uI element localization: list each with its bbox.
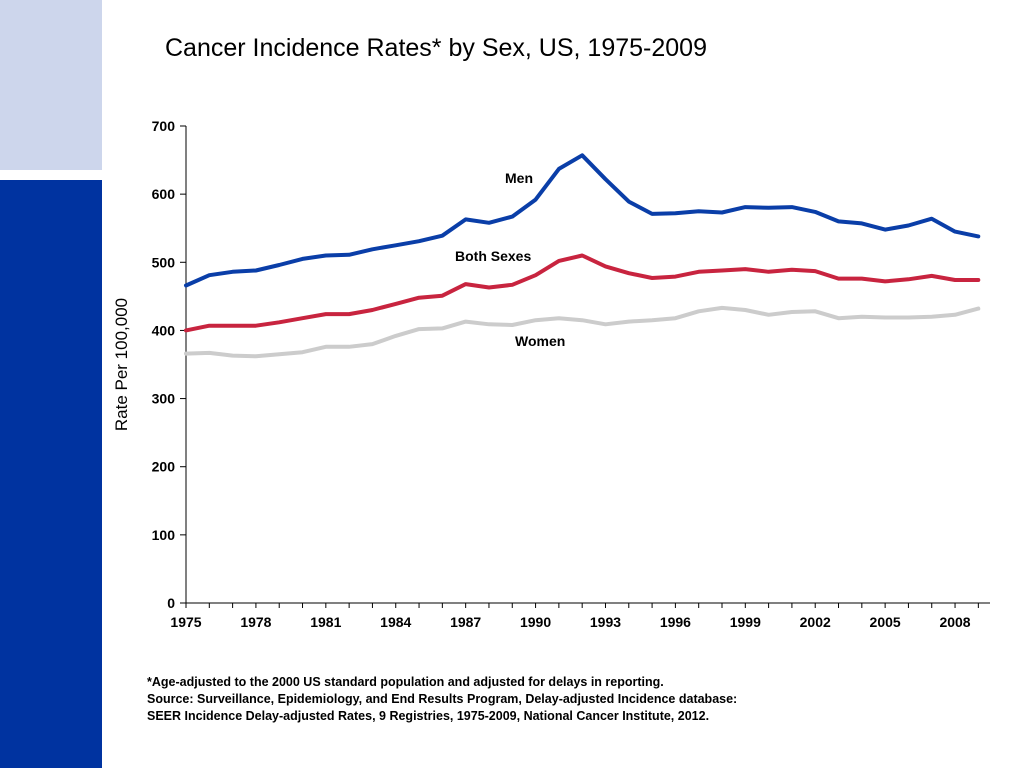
x-tick-label: 1993	[590, 614, 621, 630]
series-line-women	[184, 305, 981, 359]
x-tick-label: 1996	[660, 614, 691, 630]
series-label: Men	[505, 170, 533, 186]
y-tick-label: 300	[152, 391, 176, 407]
source-line: Source: Surveillance, Epidemiology, and …	[147, 692, 738, 706]
y-tick-label: 700	[152, 118, 176, 134]
x-tick-label: 2002	[800, 614, 831, 630]
x-tick-label: 2005	[870, 614, 901, 630]
x-tick-label: 1990	[520, 614, 551, 630]
y-tick-label: 400	[152, 322, 176, 338]
x-tick-label: 1978	[240, 614, 271, 630]
x-tick-label: 1999	[730, 614, 761, 630]
chart-title: Cancer Incidence Rates* by Sex, US, 1975…	[165, 34, 707, 62]
footnote-line: *Age-adjusted to the 2000 US standard po…	[147, 675, 664, 689]
y-tick-label: 600	[152, 186, 176, 202]
x-tick-label: 1975	[170, 614, 201, 630]
line-chart: 0 100 200 300 400 500 600 700 1975 1978 1981 1984 19…	[112, 118, 990, 630]
x-tick-label: 1987	[450, 614, 481, 630]
sidebar-dark-block	[0, 180, 102, 768]
source-line: SEER Incidence Delay-adjusted Rates, 9 R…	[147, 709, 710, 723]
series-line-men	[184, 153, 981, 288]
series-label: Both Sexes	[455, 248, 531, 264]
sidebar-light-block	[0, 0, 102, 170]
y-axis-title: Rate Per 100,000	[112, 298, 131, 431]
x-tick-label: 2008	[939, 614, 970, 630]
y-tick-label: 0	[167, 595, 175, 611]
y-tick-label: 200	[152, 459, 176, 475]
series-label: Women	[515, 333, 565, 349]
footnote-block: *Age-adjusted to the 2000 US standard po…	[147, 674, 1007, 725]
y-tick-label: 500	[152, 254, 176, 270]
x-tick-label: 1981	[310, 614, 341, 630]
series-line-both-sexes	[184, 253, 981, 333]
x-tick-label: 1984	[380, 614, 411, 630]
y-tick-label: 100	[152, 527, 176, 543]
